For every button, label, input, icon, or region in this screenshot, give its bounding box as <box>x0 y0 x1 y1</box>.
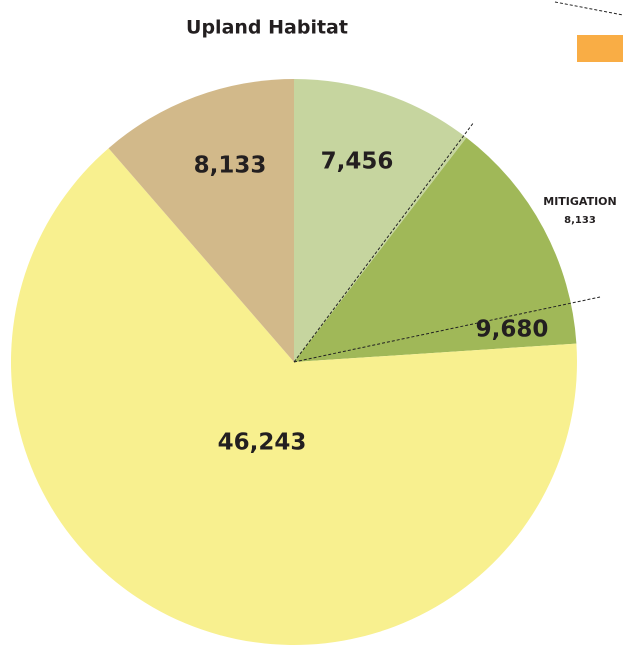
chart-title: Upland Habitat <box>186 17 348 39</box>
data-label: 9,680 <box>476 317 549 343</box>
data-label: 8,133 <box>194 153 267 179</box>
pie-slice <box>10 148 578 646</box>
annotation-value: 8,133 <box>564 215 596 226</box>
leader-line <box>293 121 475 363</box>
pie-slice <box>294 137 577 362</box>
pie-slice <box>108 79 294 362</box>
data-label: 46,243 <box>218 430 307 456</box>
annotation-text: MITIGATION <box>543 195 616 208</box>
leader-line <box>293 296 601 363</box>
leader-line <box>554 1 623 16</box>
data-label: 7,456 <box>321 149 394 175</box>
pie-slice <box>294 79 467 362</box>
legend-swatch <box>577 35 623 62</box>
